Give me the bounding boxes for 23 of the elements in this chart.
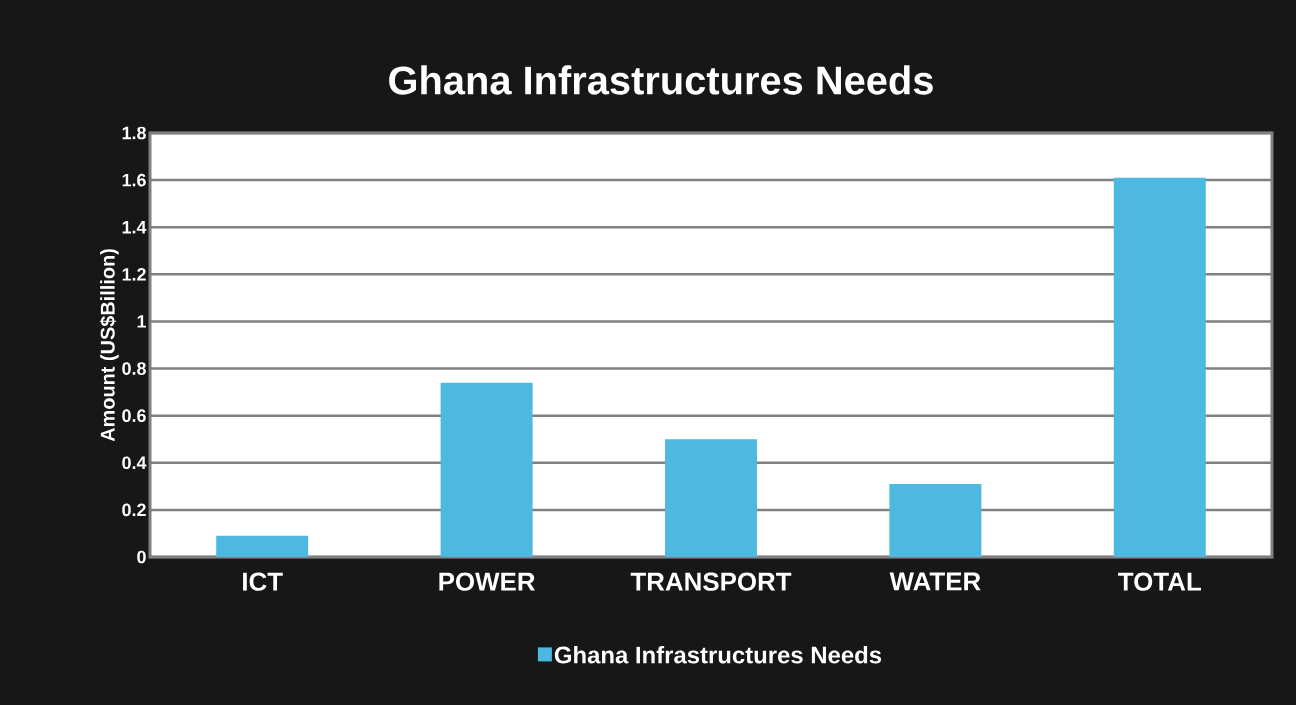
y-tick-label: 1.2 (122, 268, 146, 281)
y-tick-label: 1.4 (122, 221, 147, 234)
bar (889, 483, 982, 557)
y-tick-label: 0.6 (122, 409, 146, 423)
legend-label: Ghana Infrastructures Needs (554, 645, 882, 664)
x-tick-label: TRANSPORT (630, 572, 792, 591)
y-tick-label: 1.6 (122, 173, 146, 187)
bar (664, 439, 757, 557)
y-tick-label: 0.2 (122, 503, 146, 517)
y-axis-title: Amount (US$Billion) (99, 249, 119, 442)
y-tick-label: 1 (137, 315, 146, 328)
y-tick-label: 0.8 (122, 362, 146, 375)
y-tick-label: 1.8 (122, 126, 146, 140)
bar (440, 382, 533, 557)
x-tick-label: WATER (889, 572, 981, 591)
bar (1113, 177, 1206, 557)
chart-title: Ghana Infrastructures Needs (389, 65, 933, 95)
x-tick-label: ICT (243, 572, 283, 591)
y-tick-label: 0 (137, 550, 146, 564)
x-tick-label: TOTAL (1118, 572, 1201, 591)
y-tick-label: 0.4 (122, 456, 147, 470)
bar (216, 535, 309, 557)
x-tick-label: POWER (439, 572, 535, 591)
